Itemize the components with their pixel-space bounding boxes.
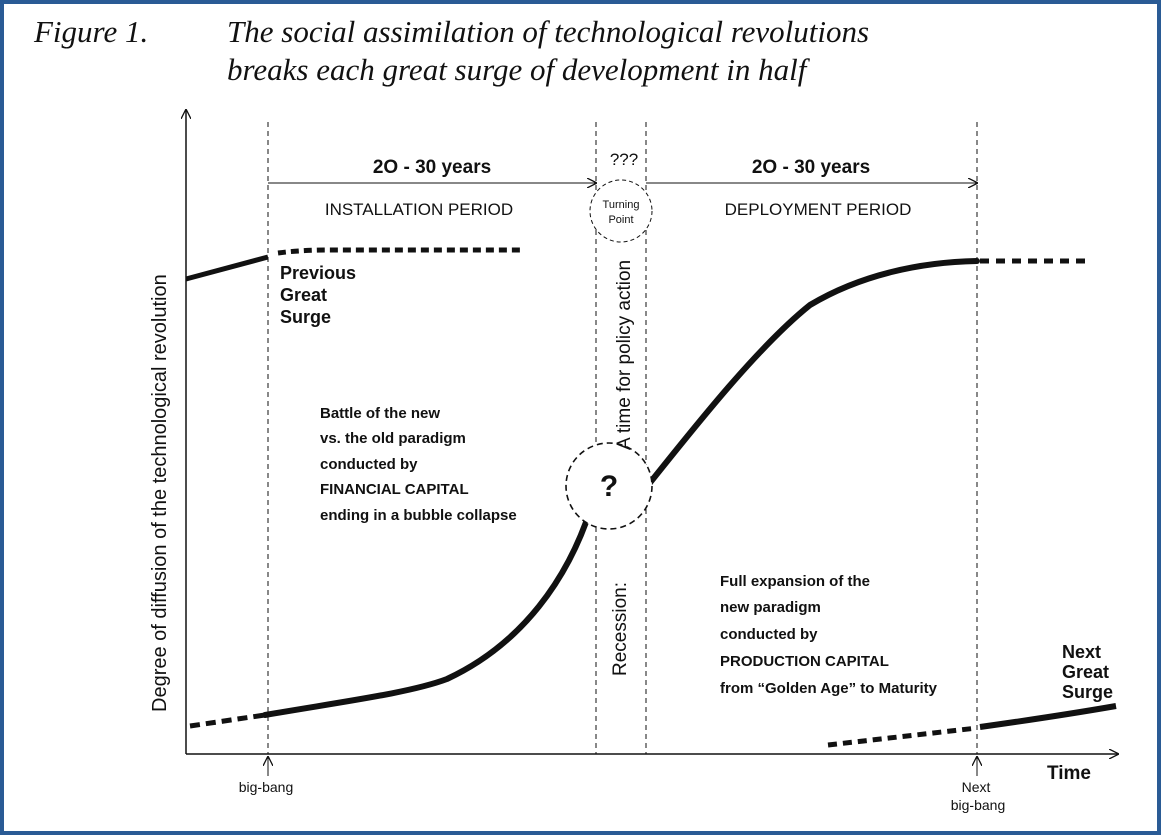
turning-point-line1: Turning	[603, 199, 640, 211]
battle-line: vs. the old paradigm	[320, 430, 466, 447]
deployment-curve	[646, 258, 980, 487]
turning-question-marks: ???	[610, 150, 638, 169]
previous-surge-solid-curve	[185, 254, 269, 282]
expansion-line: Full expansion of the	[720, 573, 870, 590]
next-surge-dotted-curve	[827, 725, 978, 748]
installation-duration: 2O - 30 years	[373, 157, 491, 178]
expansion-line: from “Golden Age” to Maturity	[720, 680, 938, 697]
recession-label: Recession:	[610, 582, 631, 676]
expansion-line: PRODUCTION CAPITAL	[720, 653, 889, 670]
expansion-description: Full expansion of the new paradigm condu…	[720, 573, 938, 697]
figure-title-line1: The social assimilation of technological…	[227, 14, 870, 49]
main-surge-lead-in	[189, 712, 266, 729]
battle-line: ending in a bubble collapse	[320, 507, 517, 524]
previous-surge-label-line: Surge	[280, 307, 331, 327]
y-axis-label: Degree of diffusion of the technological…	[149, 274, 171, 712]
figure-title-line2: breaks each great surge of development i…	[227, 52, 807, 87]
installation-period-label: INSTALLATION PERIOD	[325, 200, 513, 219]
figure-label: Figure 1.	[34, 14, 149, 49]
next-big-bang-label: Next big-bang	[951, 779, 1006, 813]
previous-surge-label-line: Previous	[280, 263, 356, 283]
next-surge-label-line: Next	[1062, 642, 1101, 662]
x-axis-label: Time	[1047, 763, 1091, 784]
next-surge-solid-curve	[979, 703, 1117, 730]
previous-surge-label: Previous Great Surge	[280, 263, 361, 327]
installation-curve	[262, 495, 597, 718]
turning-point-circle	[589, 179, 653, 243]
battle-line: FINANCIAL CAPITAL	[320, 481, 468, 498]
question-circle	[565, 442, 653, 530]
expansion-line: new paradigm	[720, 599, 821, 616]
big-bang-label: big-bang	[239, 779, 294, 795]
next-big-bang-label-line: Next	[962, 779, 991, 795]
battle-line: Battle of the new	[320, 405, 440, 422]
next-surge-label-line: Great	[1062, 662, 1109, 682]
turning-point-line2: Point	[608, 214, 633, 226]
policy-time-label: A time for policy action	[614, 260, 635, 450]
deployment-duration: 2O - 30 years	[752, 157, 870, 178]
battle-description: Battle of the new vs. the old paradigm c…	[320, 405, 517, 524]
expansion-line: conducted by	[720, 626, 818, 643]
next-surge-label: Next Great Surge	[1062, 642, 1114, 702]
next-surge-label-line: Surge	[1062, 682, 1113, 702]
next-big-bang-label-line: big-bang	[951, 797, 1006, 813]
previous-surge-label-line: Great	[280, 285, 327, 305]
question-mark: ?	[600, 470, 618, 503]
battle-line: conducted by	[320, 456, 418, 473]
previous-surge-dotted-curve	[277, 247, 524, 256]
deployment-period-label: DEPLOYMENT PERIOD	[725, 200, 912, 219]
